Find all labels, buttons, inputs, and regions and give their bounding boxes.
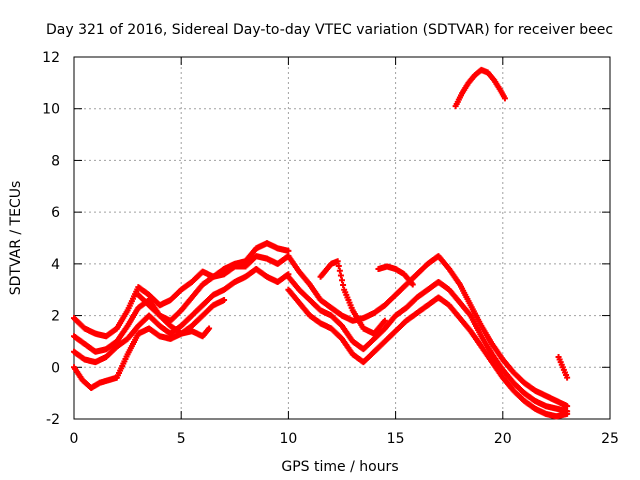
data-point (501, 95, 508, 102)
series-track-l (555, 353, 571, 381)
y-tick-label: 12 (42, 50, 60, 66)
data-point (381, 317, 388, 324)
series-track-b (71, 253, 292, 355)
y-tick-label: 6 (51, 205, 60, 221)
data-point (409, 281, 416, 288)
chart-title: Day 321 of 2016, Sidereal Day-to-day VTE… (46, 22, 613, 38)
data-point (564, 403, 571, 410)
series-track-d (71, 297, 228, 391)
y-tick-label: -2 (46, 412, 60, 428)
series-track-j (375, 263, 416, 288)
data-points (71, 66, 571, 420)
data-point (564, 410, 571, 417)
data-point (221, 297, 228, 304)
series-track-i (317, 258, 388, 337)
data-point (334, 258, 341, 265)
x-axis-label: GPS time / hours (281, 459, 398, 475)
data-point (335, 263, 342, 270)
x-tick-label: 25 (601, 431, 619, 447)
series-track-k (452, 66, 508, 110)
series-track-g (285, 273, 571, 415)
data-point (337, 272, 344, 279)
series-track-e (135, 291, 213, 340)
plot-frame (73, 56, 611, 420)
data-point (336, 267, 343, 274)
x-tick-label: 0 (70, 431, 79, 447)
axis-ticks (73, 56, 611, 420)
y-tick-label: 4 (51, 257, 60, 273)
data-point (206, 325, 213, 332)
x-tick-labels: 0 5 10 15 20 25 (70, 431, 619, 447)
y-tick-label: 10 (42, 102, 60, 118)
grid (74, 57, 610, 419)
x-tick-label: 10 (279, 431, 297, 447)
y-tick-label: 8 (51, 153, 60, 169)
x-tick-label: 5 (177, 431, 186, 447)
data-point (340, 281, 347, 288)
x-tick-label: 15 (387, 431, 405, 447)
series-track-a (71, 240, 292, 340)
series-track-c (71, 266, 292, 366)
data-point (564, 374, 571, 381)
y-tick-label: 2 (51, 309, 60, 325)
series-track-f (285, 253, 571, 410)
y-tick-label: 0 (51, 360, 60, 376)
y-axis-label: SDTVAR / TECUs (8, 181, 24, 296)
data-point (285, 247, 292, 254)
x-tick-label: 20 (494, 431, 512, 447)
series-track-h (285, 286, 571, 420)
data-point (339, 277, 345, 284)
y-tick-labels: -2 0 2 4 6 8 10 12 (42, 50, 60, 428)
